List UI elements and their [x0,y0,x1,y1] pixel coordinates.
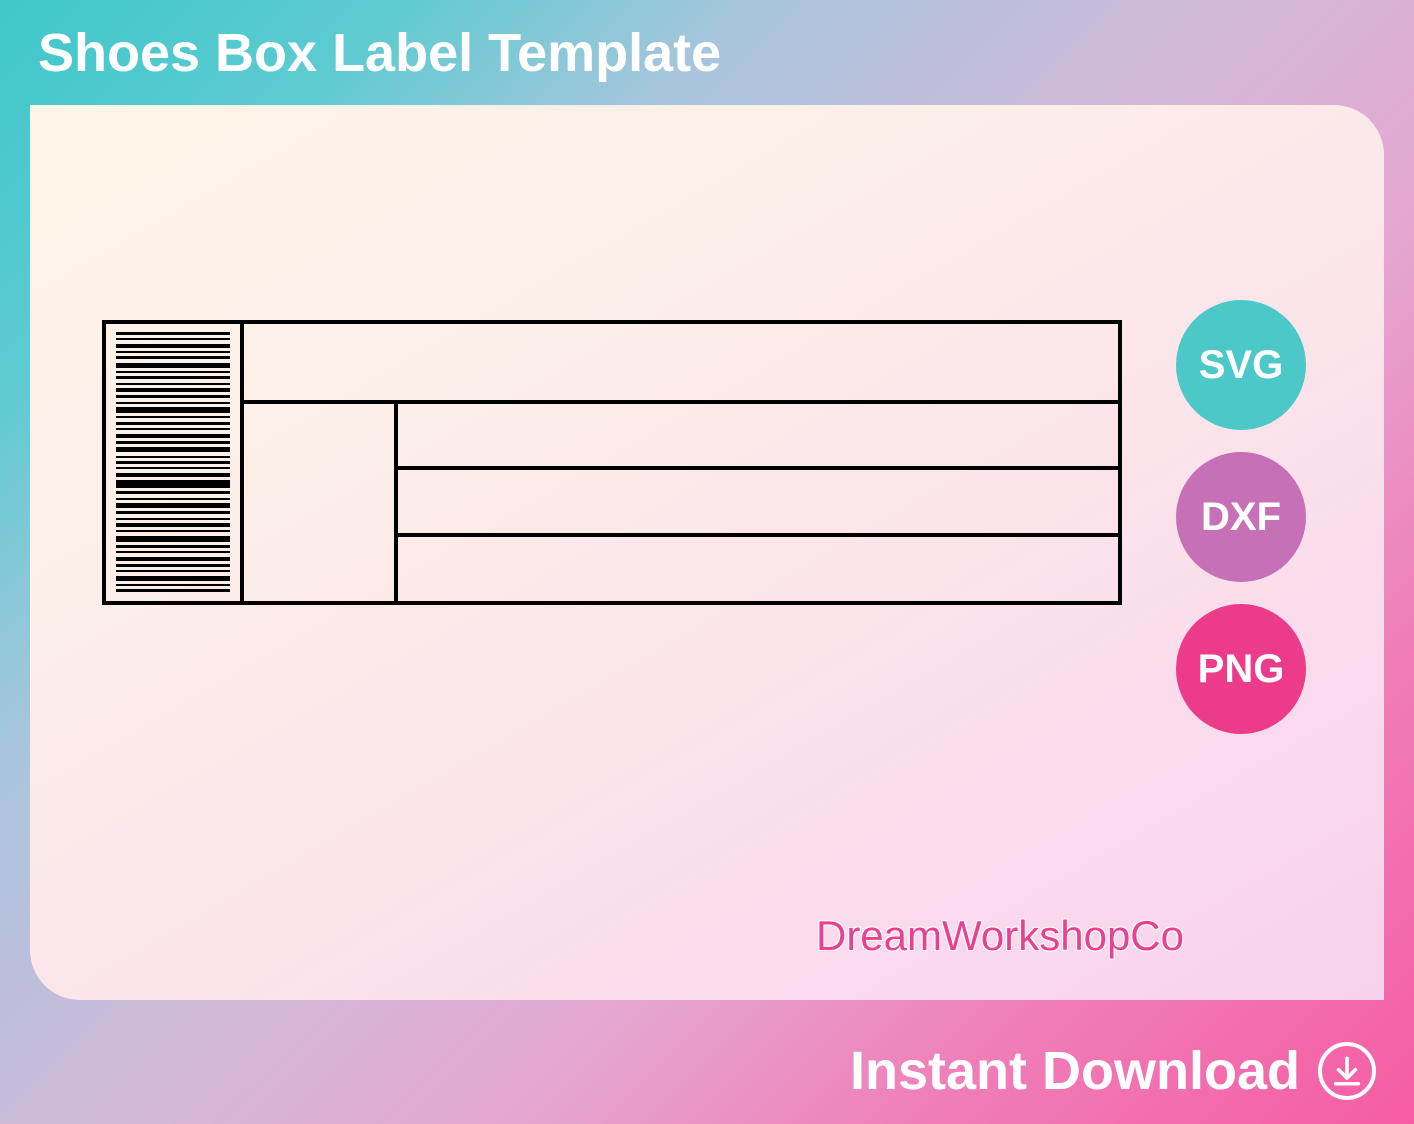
barcode-line [116,434,230,438]
barcode-line [116,332,230,335]
barcode-line [116,344,230,348]
template-row-3 [398,470,1118,537]
template-row-4 [398,537,1118,601]
barcode-line [116,376,230,379]
barcode-line [116,447,230,452]
download-icon [1318,1042,1376,1100]
barcode-line [116,570,230,572]
barcode-line [116,338,230,340]
barcode-line [116,456,230,458]
barcode-line [116,402,230,404]
barcode-line [116,416,230,418]
footer-bar: Instant Download [850,1040,1376,1102]
barcode-line [116,383,230,385]
barcode-line [116,589,230,592]
barcode-line [116,422,230,425]
format-badge-dxf: DXF [1176,452,1306,582]
page-title: Shoes Box Label Template [38,22,721,84]
barcode-line [116,363,230,368]
barcode-line [116,523,230,527]
barcode-line [116,530,230,532]
barcode-line [116,551,230,553]
barcode-line [116,407,230,413]
outer-frame: Shoes Box Label Template SVG DXF PNG Dream… [0,0,1414,1124]
barcode-line [116,388,230,392]
barcode-line [116,473,230,477]
format-badge-svg: SVG [1176,300,1306,430]
barcode-line [116,545,230,548]
barcode-line [116,576,230,581]
barcode-line [116,441,230,444]
barcode-line [116,511,230,514]
label-template-diagram [102,320,1122,605]
template-row-2 [398,404,1118,470]
barcode-line [116,428,230,430]
template-column-spacer [244,404,398,601]
format-badges: SVG DXF PNG [1176,300,1306,734]
barcode-line [116,584,230,586]
barcode-section [106,324,244,601]
barcode-line [116,557,230,561]
barcode-line [116,518,230,520]
barcode-line [116,503,230,508]
barcode-line [116,371,230,373]
footer-text: Instant Download [850,1040,1300,1102]
barcode-line [116,356,230,359]
brand-watermark: DreamWorkshopCo [816,912,1184,960]
barcode-line [116,461,230,464]
template-row-1 [244,324,1118,404]
barcode-line [116,498,230,500]
inner-panel: SVG DXF PNG DreamWorkshopCo [30,105,1384,1000]
format-badge-png: PNG [1176,604,1306,734]
barcode-line [116,480,230,488]
barcode-line [116,467,230,469]
barcode-line [116,536,230,542]
barcode-line [116,351,230,353]
barcode-line [116,564,230,567]
barcode-line [116,395,230,398]
barcode-line [116,491,230,494]
